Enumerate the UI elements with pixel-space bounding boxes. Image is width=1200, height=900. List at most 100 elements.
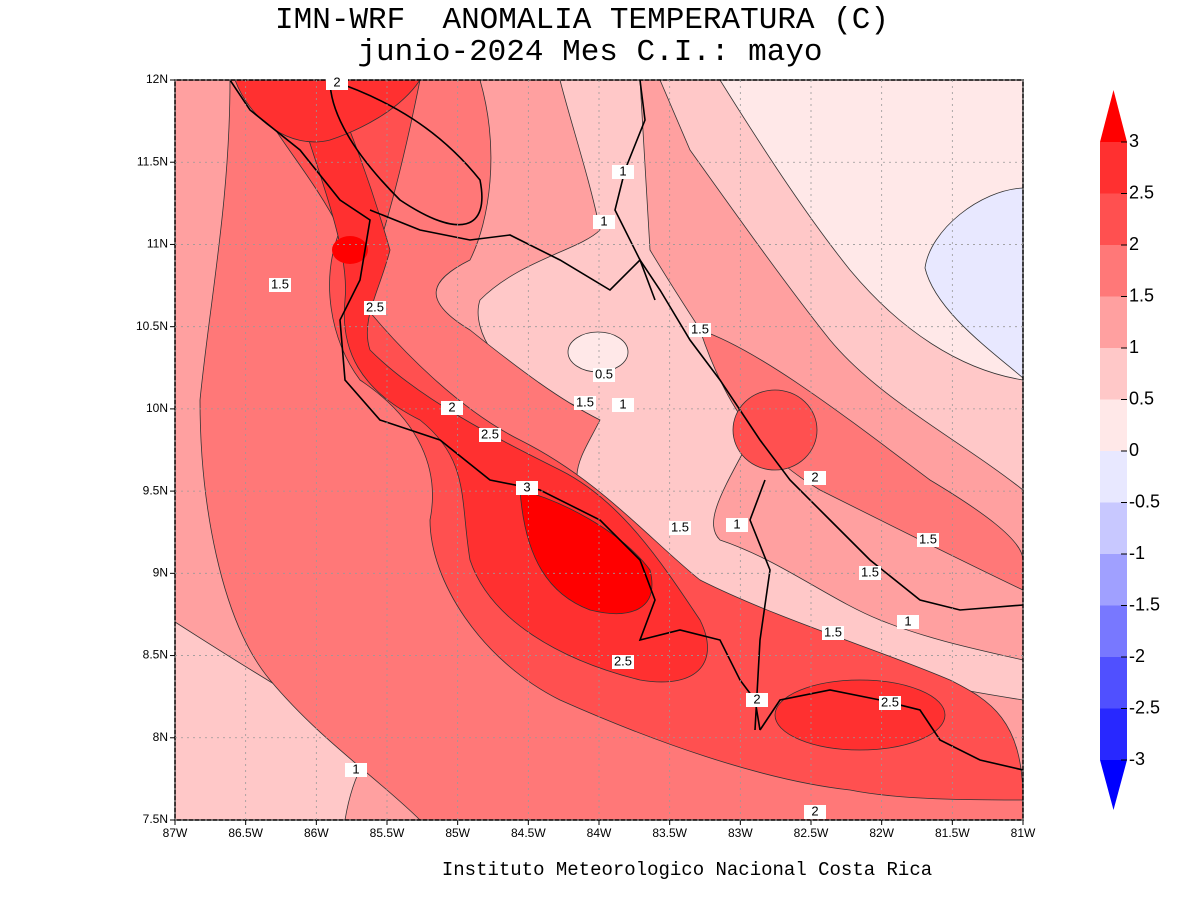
contour-label: 1 <box>600 213 607 228</box>
colorbar-label: -0.5 <box>1129 491 1160 511</box>
contour-label: 2.5 <box>366 299 384 314</box>
contour-label-bg <box>726 518 748 532</box>
contour-label: 1.5 <box>271 276 289 291</box>
x-tick-label: 83.5W <box>652 826 687 840</box>
contour-label: 2 <box>811 803 818 818</box>
contour-label: 2.5 <box>481 426 499 441</box>
y-tick-label: 10N <box>146 401 168 415</box>
contour-label-bg <box>689 323 711 337</box>
contour-label-bg <box>326 76 348 90</box>
contour-label: 2 <box>448 399 455 414</box>
contour-label: 1 <box>352 761 359 776</box>
x-tick-label: 86.5W <box>228 826 263 840</box>
colorbar-band <box>1100 554 1127 606</box>
contour-label: 1.5 <box>691 321 709 336</box>
contour-label-bg <box>516 481 538 495</box>
x-tick-label: 82W <box>869 826 894 840</box>
y-tick-label: 10.5N <box>136 319 168 333</box>
y-tick-label: 9.5N <box>143 483 168 497</box>
contour-label: 2.5 <box>614 653 632 668</box>
contour-label: 1 <box>619 396 626 411</box>
colorbar-label: 2 <box>1129 234 1139 254</box>
colorbar-band <box>1100 451 1127 503</box>
colorbar-band <box>1100 605 1127 657</box>
contour-label: 1.5 <box>576 394 594 409</box>
colorbar-band <box>1100 399 1127 451</box>
colorbar-triangle <box>1100 90 1127 142</box>
contour-label: 3 <box>523 479 530 494</box>
contour-label-bg <box>669 521 691 535</box>
x-tick-label: 84.5W <box>511 826 546 840</box>
contour-label: 2.5 <box>881 694 899 709</box>
contour-label-bg <box>593 215 615 229</box>
contour-label-bg <box>822 626 844 640</box>
colorbar-band <box>1100 502 1127 554</box>
colorbar-label: -1 <box>1129 543 1145 563</box>
colorbar-label: -2 <box>1129 646 1145 666</box>
contour-label-bg <box>804 471 826 485</box>
subtitle: junio-2024 Mes C.I.: mayo <box>357 35 822 70</box>
contour-label: 1.5 <box>919 531 937 546</box>
colorbar-label: -2.5 <box>1129 697 1160 717</box>
y-tick-label: 7.5N <box>143 812 168 826</box>
contour-label-bg <box>879 696 901 710</box>
colorbar-band <box>1100 708 1127 760</box>
y-tick-label: 8.5N <box>143 648 168 662</box>
title: IMN-WRF ANOMALIA TEMPERATURA (C) <box>275 3 889 38</box>
x-tick-label: 86W <box>304 826 329 840</box>
colorbar-label: 0 <box>1129 440 1139 460</box>
contour-label-bg <box>364 301 386 315</box>
x-tick-label: 81.5W <box>935 826 970 840</box>
contour-label-bg <box>859 566 881 580</box>
contour-label: 1.5 <box>861 564 879 579</box>
contour-label: 1 <box>733 516 740 531</box>
contour-label: 2 <box>333 74 340 89</box>
colorbar-label: 3 <box>1129 131 1139 151</box>
colorbar-band <box>1100 657 1127 709</box>
map-field <box>175 80 1023 820</box>
contour-label-bg <box>897 615 919 629</box>
contour-label-bg <box>746 693 768 707</box>
x-tick-label: 82.5W <box>794 826 829 840</box>
contour-label: 2 <box>811 469 818 484</box>
footer: Instituto Meteorologico Nacional Costa R… <box>442 859 932 881</box>
x-tick-label: 84W <box>587 826 612 840</box>
contour-label-bg <box>479 428 501 442</box>
y-tick-label: 12N <box>146 72 168 86</box>
colorbar-label: 1.5 <box>1129 285 1154 305</box>
colorbar-band <box>1100 245 1127 297</box>
colorbar-band <box>1100 142 1127 194</box>
contour-label: 1.5 <box>824 624 842 639</box>
contour-label: 0.5 <box>595 366 613 381</box>
x-tick-label: 87W <box>163 826 188 840</box>
y-tick-label: 11N <box>147 237 168 251</box>
colorbar-band <box>1100 193 1127 245</box>
contour-label: 1 <box>904 613 911 628</box>
contour-label-bg <box>269 278 291 292</box>
colorbar-label: 2.5 <box>1129 182 1154 202</box>
contour-label-bg <box>804 805 826 819</box>
x-tick-label: 85.5W <box>370 826 405 840</box>
y-tick-label: 8N <box>153 730 168 744</box>
colorbar-label: -3 <box>1129 749 1145 769</box>
contour-label-bg <box>593 368 615 382</box>
contour-label: 1 <box>619 163 626 178</box>
x-tick-label: 81W <box>1011 826 1036 840</box>
contour-label-bg <box>574 396 596 410</box>
colorbar-triangle <box>1100 760 1127 810</box>
colorbar-band <box>1100 348 1127 400</box>
contour-label-bg <box>612 165 634 179</box>
colorbar-label: -1.5 <box>1129 594 1160 614</box>
contour-label-bg <box>441 401 463 415</box>
contour-label: 2 <box>753 691 760 706</box>
colorbar-band <box>1100 296 1127 348</box>
contour-label-bg <box>917 533 939 547</box>
x-tick-label: 85W <box>445 826 470 840</box>
contour-label-bg <box>612 398 634 412</box>
y-tick-label: 11.5N <box>137 154 168 168</box>
x-tick-label: 83W <box>728 826 753 840</box>
colorbar-label: 0.5 <box>1129 388 1154 408</box>
y-tick-label: 9N <box>153 566 168 580</box>
contour-label: 1.5 <box>671 519 689 534</box>
